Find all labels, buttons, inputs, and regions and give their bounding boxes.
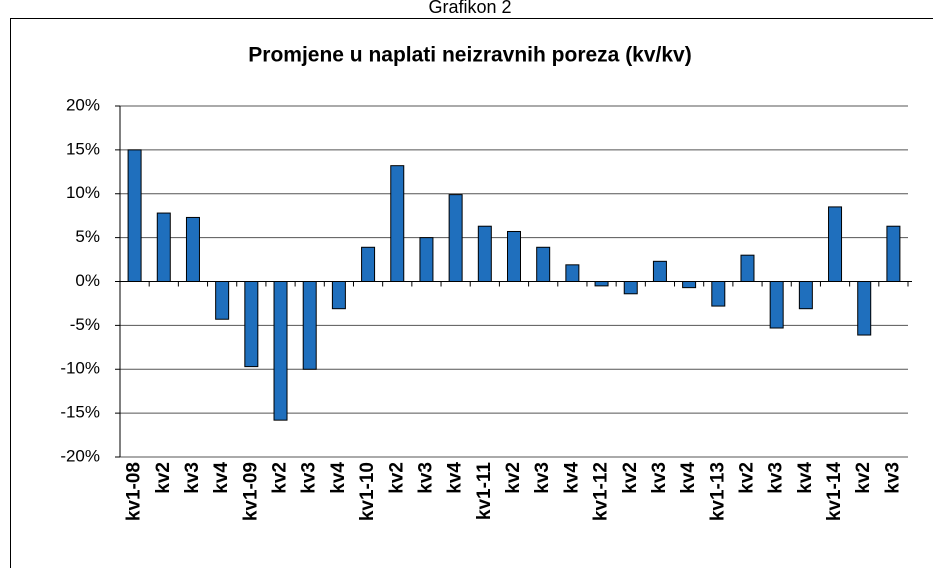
caption: Grafikon 2 xyxy=(428,0,511,17)
x-tick-label: kv3 xyxy=(299,462,320,494)
bar xyxy=(156,212,171,282)
bar xyxy=(857,281,872,336)
y-tick-label: 20% xyxy=(66,95,100,114)
x-tick-label: kv3 xyxy=(882,462,903,494)
bar xyxy=(185,216,200,283)
y-tick-label: 0% xyxy=(75,271,100,290)
bar xyxy=(740,254,755,283)
bar xyxy=(594,281,609,287)
bar xyxy=(302,281,317,370)
x-tick-label: kv3 xyxy=(182,462,203,494)
y-tick-label: -5% xyxy=(70,315,100,334)
bar xyxy=(711,281,726,307)
x-tick-label: kv3 xyxy=(532,462,553,494)
chart-title: Promjene u naplati neizravnih poreza (kv… xyxy=(248,44,691,67)
x-tick-label: kv3 xyxy=(649,462,670,494)
bar xyxy=(652,260,667,283)
x-tick-label: kv1-13 xyxy=(707,462,728,521)
x-tick-label: kv3 xyxy=(766,462,787,494)
bar xyxy=(886,225,901,282)
x-tick-label: kv4 xyxy=(445,462,466,494)
x-tick-label: kv2 xyxy=(853,462,874,494)
bar xyxy=(623,281,638,295)
x-tick-label: kv3 xyxy=(415,462,436,494)
x-tick-label: kv4 xyxy=(795,462,816,494)
bar xyxy=(244,281,259,368)
bar xyxy=(419,237,434,282)
x-tick-label: kv1-11 xyxy=(474,462,495,521)
bar xyxy=(127,149,142,282)
bar xyxy=(215,281,230,320)
x-tick-label: kv1-12 xyxy=(591,462,612,521)
x-tick-label: kv1-09 xyxy=(240,462,261,521)
x-tick-label: kv2 xyxy=(270,462,291,494)
bar xyxy=(361,246,376,282)
bar xyxy=(798,281,813,310)
y-tick-label: -15% xyxy=(60,403,100,422)
y-tick-label: 15% xyxy=(66,139,100,158)
y-tick-label: -10% xyxy=(60,359,100,378)
bar xyxy=(565,264,580,283)
bar xyxy=(273,281,288,421)
x-tick-label: kv2 xyxy=(386,462,407,494)
x-tick-label: kv4 xyxy=(328,462,349,494)
y-tick-label: 5% xyxy=(75,227,100,246)
bar xyxy=(507,230,521,282)
x-tick-label: kv2 xyxy=(153,462,174,494)
x-tick-label: kv1-14 xyxy=(824,462,845,522)
x-tick-label: kv4 xyxy=(211,462,232,494)
bar xyxy=(536,246,551,282)
bar xyxy=(331,281,346,310)
bar xyxy=(769,281,784,329)
bar xyxy=(477,225,492,282)
bar xyxy=(828,206,843,283)
y-tick-label: -20% xyxy=(60,446,100,465)
bar xyxy=(390,165,405,282)
x-tick-label: kv1-10 xyxy=(357,462,378,521)
x-tick-label: kv2 xyxy=(620,462,641,494)
x-tick-label: kv1-08 xyxy=(124,462,145,521)
x-tick-label: kv2 xyxy=(503,462,524,494)
x-tick-label: kv4 xyxy=(561,462,582,494)
x-tick-label: kv2 xyxy=(736,462,757,494)
y-tick-label: 10% xyxy=(66,183,100,202)
x-tick-label: kv4 xyxy=(678,462,699,494)
bar xyxy=(682,281,697,289)
bar xyxy=(448,194,463,282)
